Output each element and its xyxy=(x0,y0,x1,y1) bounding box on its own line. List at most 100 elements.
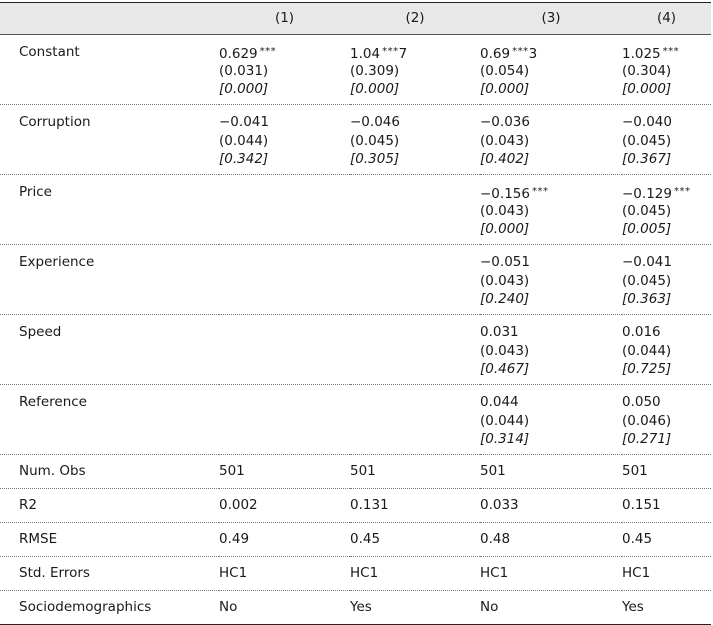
coefficient: 0.69 xyxy=(480,46,511,62)
coefficient: −0.156 xyxy=(480,186,530,202)
estimate-cell: −0.041 (0.044) [0.342] xyxy=(219,104,350,175)
standard-error: (0.054) xyxy=(480,62,530,79)
stat-value: 0.45 xyxy=(350,522,480,557)
stat-value: No xyxy=(480,590,622,625)
estimate-cell xyxy=(350,244,480,315)
p-value: [0.000] xyxy=(480,221,530,237)
estimate-cell: −0.156 *** (0.043) [0.000] xyxy=(480,174,622,245)
estimate-cell: −0.051 (0.043) [0.240] xyxy=(480,244,622,315)
standard-error: (0.043) xyxy=(480,272,530,289)
standard-error: (0.309) xyxy=(350,62,400,79)
stat-value: 0.49 xyxy=(219,522,350,557)
coefficient: −0.041 xyxy=(622,254,672,270)
estimate-cell: 0.031 (0.043) [0.467] xyxy=(480,314,622,385)
p-value: [0.367] xyxy=(622,151,672,167)
estimate-cell xyxy=(219,174,350,245)
standard-error: (0.304) xyxy=(622,62,672,79)
estimate-cell xyxy=(350,174,480,245)
coefficient: −0.129 xyxy=(622,186,672,202)
table-header: (1) (2) (3) (4) xyxy=(0,2,711,35)
stat-value: 0.033 xyxy=(480,488,622,523)
coefficient-line: −0.041 xyxy=(622,253,711,272)
coefficient: 0.629 xyxy=(219,46,258,62)
coefficient: −0.036 xyxy=(480,114,530,130)
coefficient: −0.041 xyxy=(219,114,269,130)
standard-error: (0.044) xyxy=(480,412,530,429)
p-value: [0.000] xyxy=(350,81,400,97)
stat-row: Sociodemographics No Yes No Yes xyxy=(0,590,711,625)
estimate-cell xyxy=(219,244,350,315)
stat-value: Yes xyxy=(350,590,480,625)
standard-error: (0.043) xyxy=(480,202,530,219)
stat-value: 0.131 xyxy=(350,488,480,523)
row-label: Reference xyxy=(0,384,219,455)
p-value: [0.005] xyxy=(622,221,672,237)
standard-error: (0.043) xyxy=(480,132,530,149)
coefficient: −0.051 xyxy=(480,254,530,270)
significance-stars: *** xyxy=(673,186,691,197)
coefficient: 1.04 xyxy=(350,46,381,62)
coefficient: 0.016 xyxy=(622,324,661,340)
coef-row: Constant 0.629 *** (0.031) [0.000] 1.04 ***7 (0… xyxy=(0,34,711,105)
coefficient-line: 0.69 ***3 xyxy=(480,43,622,62)
p-value: [0.342] xyxy=(219,151,269,167)
estimate-cell: −0.129 *** (0.045) [0.005] xyxy=(622,174,711,245)
stat-row: Num. Obs 501 501 501 501 xyxy=(0,454,711,489)
coefficient-line: 1.025 *** xyxy=(622,43,711,62)
estimate-cell: −0.036 (0.043) [0.402] xyxy=(480,104,622,175)
standard-error: (0.044) xyxy=(622,342,672,359)
stat-value: 0.45 xyxy=(622,522,711,557)
coefficient: 0.044 xyxy=(480,394,519,410)
coefficient: 1.025 xyxy=(622,46,661,62)
stat-row: RMSE 0.49 0.45 0.48 0.45 xyxy=(0,522,711,557)
stat-label: R2 xyxy=(0,488,219,523)
p-value: [0.240] xyxy=(480,291,530,307)
stat-value: 501 xyxy=(219,454,350,489)
p-value: [0.725] xyxy=(622,361,672,377)
stat-value: HC1 xyxy=(219,556,350,591)
stat-value: 0.48 xyxy=(480,522,622,557)
row-label: Price xyxy=(0,174,219,245)
row-label: Experience xyxy=(0,244,219,315)
estimate-cell: 0.044 (0.044) [0.314] xyxy=(480,384,622,455)
estimate-cell: 1.025 *** (0.304) [0.000] xyxy=(622,34,711,105)
estimate-cell xyxy=(350,314,480,385)
coef-row: Corruption −0.041 (0.044) [0.342] −0.046 (0.0… xyxy=(0,104,711,175)
coefficient-line: −0.156 *** xyxy=(480,183,622,202)
standard-error: (0.043) xyxy=(480,342,530,359)
standard-error: (0.046) xyxy=(622,412,672,429)
coefficient-line: −0.041 xyxy=(219,113,350,132)
coefficient-line: 1.04 ***7 xyxy=(350,43,480,62)
estimate-cell xyxy=(219,384,350,455)
estimate-cell: 1.04 ***7 (0.309) [0.000] xyxy=(350,34,480,105)
header-row: (1) (2) (3) (4) xyxy=(0,2,711,35)
row-label: Corruption xyxy=(0,104,219,175)
stat-value: 0.151 xyxy=(622,488,711,523)
stat-value: 501 xyxy=(622,454,711,489)
coefficient: 0.031 xyxy=(480,324,519,340)
coefficient-line: 0.629 *** xyxy=(219,43,350,62)
estimate-cell: 0.629 *** (0.031) [0.000] xyxy=(219,34,350,105)
stat-value: No xyxy=(219,590,350,625)
coefficient: −0.040 xyxy=(622,114,672,130)
stat-value: Yes xyxy=(622,590,711,625)
estimate-cell: −0.041 (0.045) [0.363] xyxy=(622,244,711,315)
p-value: [0.000] xyxy=(622,81,672,97)
stat-value: 501 xyxy=(350,454,480,489)
p-value: [0.402] xyxy=(480,151,530,167)
stat-row: Std. Errors HC1 HC1 HC1 HC1 xyxy=(0,556,711,591)
standard-error: (0.045) xyxy=(350,132,400,149)
header-blank xyxy=(0,2,219,35)
p-value: [0.000] xyxy=(480,81,530,97)
coefficient-line: −0.036 xyxy=(480,113,622,132)
significance-stars: *** xyxy=(662,46,680,57)
p-value: [0.467] xyxy=(480,361,530,377)
coefficient-line: 0.031 xyxy=(480,323,622,342)
coefficient-suffix: 3 xyxy=(528,46,538,62)
standard-error: (0.045) xyxy=(622,132,672,149)
standard-error: (0.031) xyxy=(219,62,269,79)
significance-stars: *** xyxy=(512,46,529,57)
stat-label: Num. Obs xyxy=(0,454,219,489)
stat-value: HC1 xyxy=(350,556,480,591)
